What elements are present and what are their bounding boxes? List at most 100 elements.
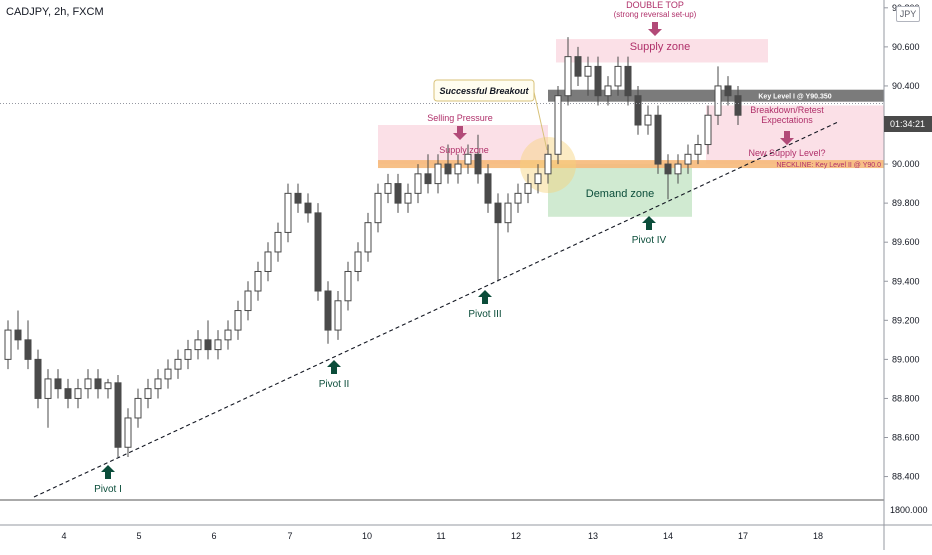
neckline-label: NECKLINE: Key Level II @ Y90.0: [776, 162, 881, 169]
candle-body: [484, 173, 492, 204]
volume-axis-label: 1800.000: [890, 505, 928, 515]
price-tick-label: 89.800: [892, 198, 920, 208]
candle-body: [474, 153, 482, 175]
lines-layer: Key Level I @ Y90.350 NECKLINE: Key Level…: [0, 94, 932, 501]
successful-breakout-label: Successful Breakout: [439, 86, 529, 96]
price-axis-bg: [884, 0, 932, 550]
breakdown-arrow: [780, 131, 794, 145]
new-supply-label: New Supply Level?: [748, 148, 825, 158]
candle-body: [134, 397, 142, 419]
candle-body: [24, 339, 32, 360]
time-tick-label: 12: [511, 531, 521, 541]
candle-body: [294, 192, 302, 204]
candle-body: [94, 378, 102, 390]
candle-body: [194, 339, 202, 351]
candle-body: [434, 163, 442, 185]
candle-body: [144, 388, 152, 399]
candle-body: [524, 183, 532, 194]
candle-body: [674, 163, 682, 175]
candle-body: [584, 65, 592, 77]
pivot-1-arrow: [101, 465, 115, 479]
candle-body: [364, 222, 372, 253]
time-tick-label: 14: [663, 531, 673, 541]
candle-body: [344, 270, 352, 302]
annotations-layer: DOUBLE TOP(strong reversal set-up) Supply…: [94, 0, 825, 495]
candle-body: [124, 417, 132, 448]
candle-body: [444, 163, 452, 175]
price-tick-label: 89.400: [892, 276, 920, 286]
supply-zone-top-label: Supply zone: [630, 41, 691, 53]
candle-body: [554, 95, 562, 155]
candle-body: [314, 212, 322, 292]
candle-body: [734, 95, 742, 116]
candle-body: [684, 153, 692, 165]
key-level-label: Key Level I @ Y90.350: [758, 94, 831, 101]
candle-body: [214, 339, 222, 351]
pivot-1-label: Pivot I: [94, 484, 122, 495]
candle-body: [114, 382, 122, 448]
price-tick-label: 88.400: [892, 472, 920, 482]
candle-body: [174, 358, 182, 370]
candle-body: [414, 173, 422, 194]
candle-body: [324, 290, 332, 331]
candle-body: [14, 329, 22, 341]
pivot-2-label: Pivot II: [319, 379, 350, 390]
candle-body: [354, 251, 362, 272]
candle-body: [544, 153, 552, 175]
selling-pressure-arrow: [453, 126, 467, 140]
candle-body: [664, 163, 672, 175]
time-tick-label: 17: [738, 531, 748, 541]
candle-body: [264, 251, 272, 272]
candle-body: [404, 192, 412, 204]
selling-pressure-label: Selling Pressure: [427, 113, 493, 123]
candle-body: [534, 173, 542, 185]
breakdown-label-1: Breakdown/Retest: [750, 105, 824, 115]
candle-body: [64, 388, 72, 399]
candle-body: [204, 339, 212, 351]
price-tick-label: 88.800: [892, 393, 920, 403]
candle-body: [254, 270, 262, 292]
time-tick-label: 5: [136, 531, 141, 541]
candle-body: [454, 163, 462, 175]
candle-body: [184, 349, 192, 360]
price-tick-label: 89.000: [892, 354, 920, 364]
candle-body: [164, 368, 172, 380]
candle-body: [274, 231, 282, 253]
candle-body: [644, 114, 652, 126]
pivot-4-arrow: [642, 216, 656, 230]
candle-body: [424, 173, 432, 185]
candle-body: [334, 300, 342, 331]
time-tick-label: 4: [61, 531, 66, 541]
candle-body: [84, 378, 92, 390]
time-tick-label: 13: [588, 531, 598, 541]
price-tick-label: 89.600: [892, 237, 920, 247]
candle-body: [494, 202, 502, 224]
price-tick-label: 89.200: [892, 315, 920, 325]
candle-body: [224, 329, 232, 341]
candle-body: [374, 192, 382, 224]
candle-body: [304, 202, 312, 214]
candle-body: [514, 192, 522, 204]
candle-body: [44, 378, 52, 399]
candle-body: [394, 183, 402, 204]
candle-body: [624, 65, 632, 97]
candle-body: [234, 310, 242, 331]
time-tick-label: 11: [436, 531, 445, 541]
time-tick-label: 6: [211, 531, 216, 541]
candle-body: [54, 378, 62, 390]
double-top-arrow: [648, 22, 662, 36]
candle-body: [104, 382, 112, 390]
candle-body: [564, 56, 572, 97]
candle-body: [4, 329, 12, 360]
neckline-band: [378, 160, 884, 169]
pivot-4-label: Pivot IV: [632, 235, 667, 246]
candle-body: [614, 65, 622, 87]
candle-body: [704, 114, 712, 146]
supply-zone-top: [556, 39, 768, 63]
candle-body: [464, 153, 472, 165]
supply-zone-left-label: Supply zone: [439, 145, 489, 155]
currency-badge[interactable]: JPY: [896, 6, 920, 22]
pivot-3-arrow: [478, 290, 492, 304]
